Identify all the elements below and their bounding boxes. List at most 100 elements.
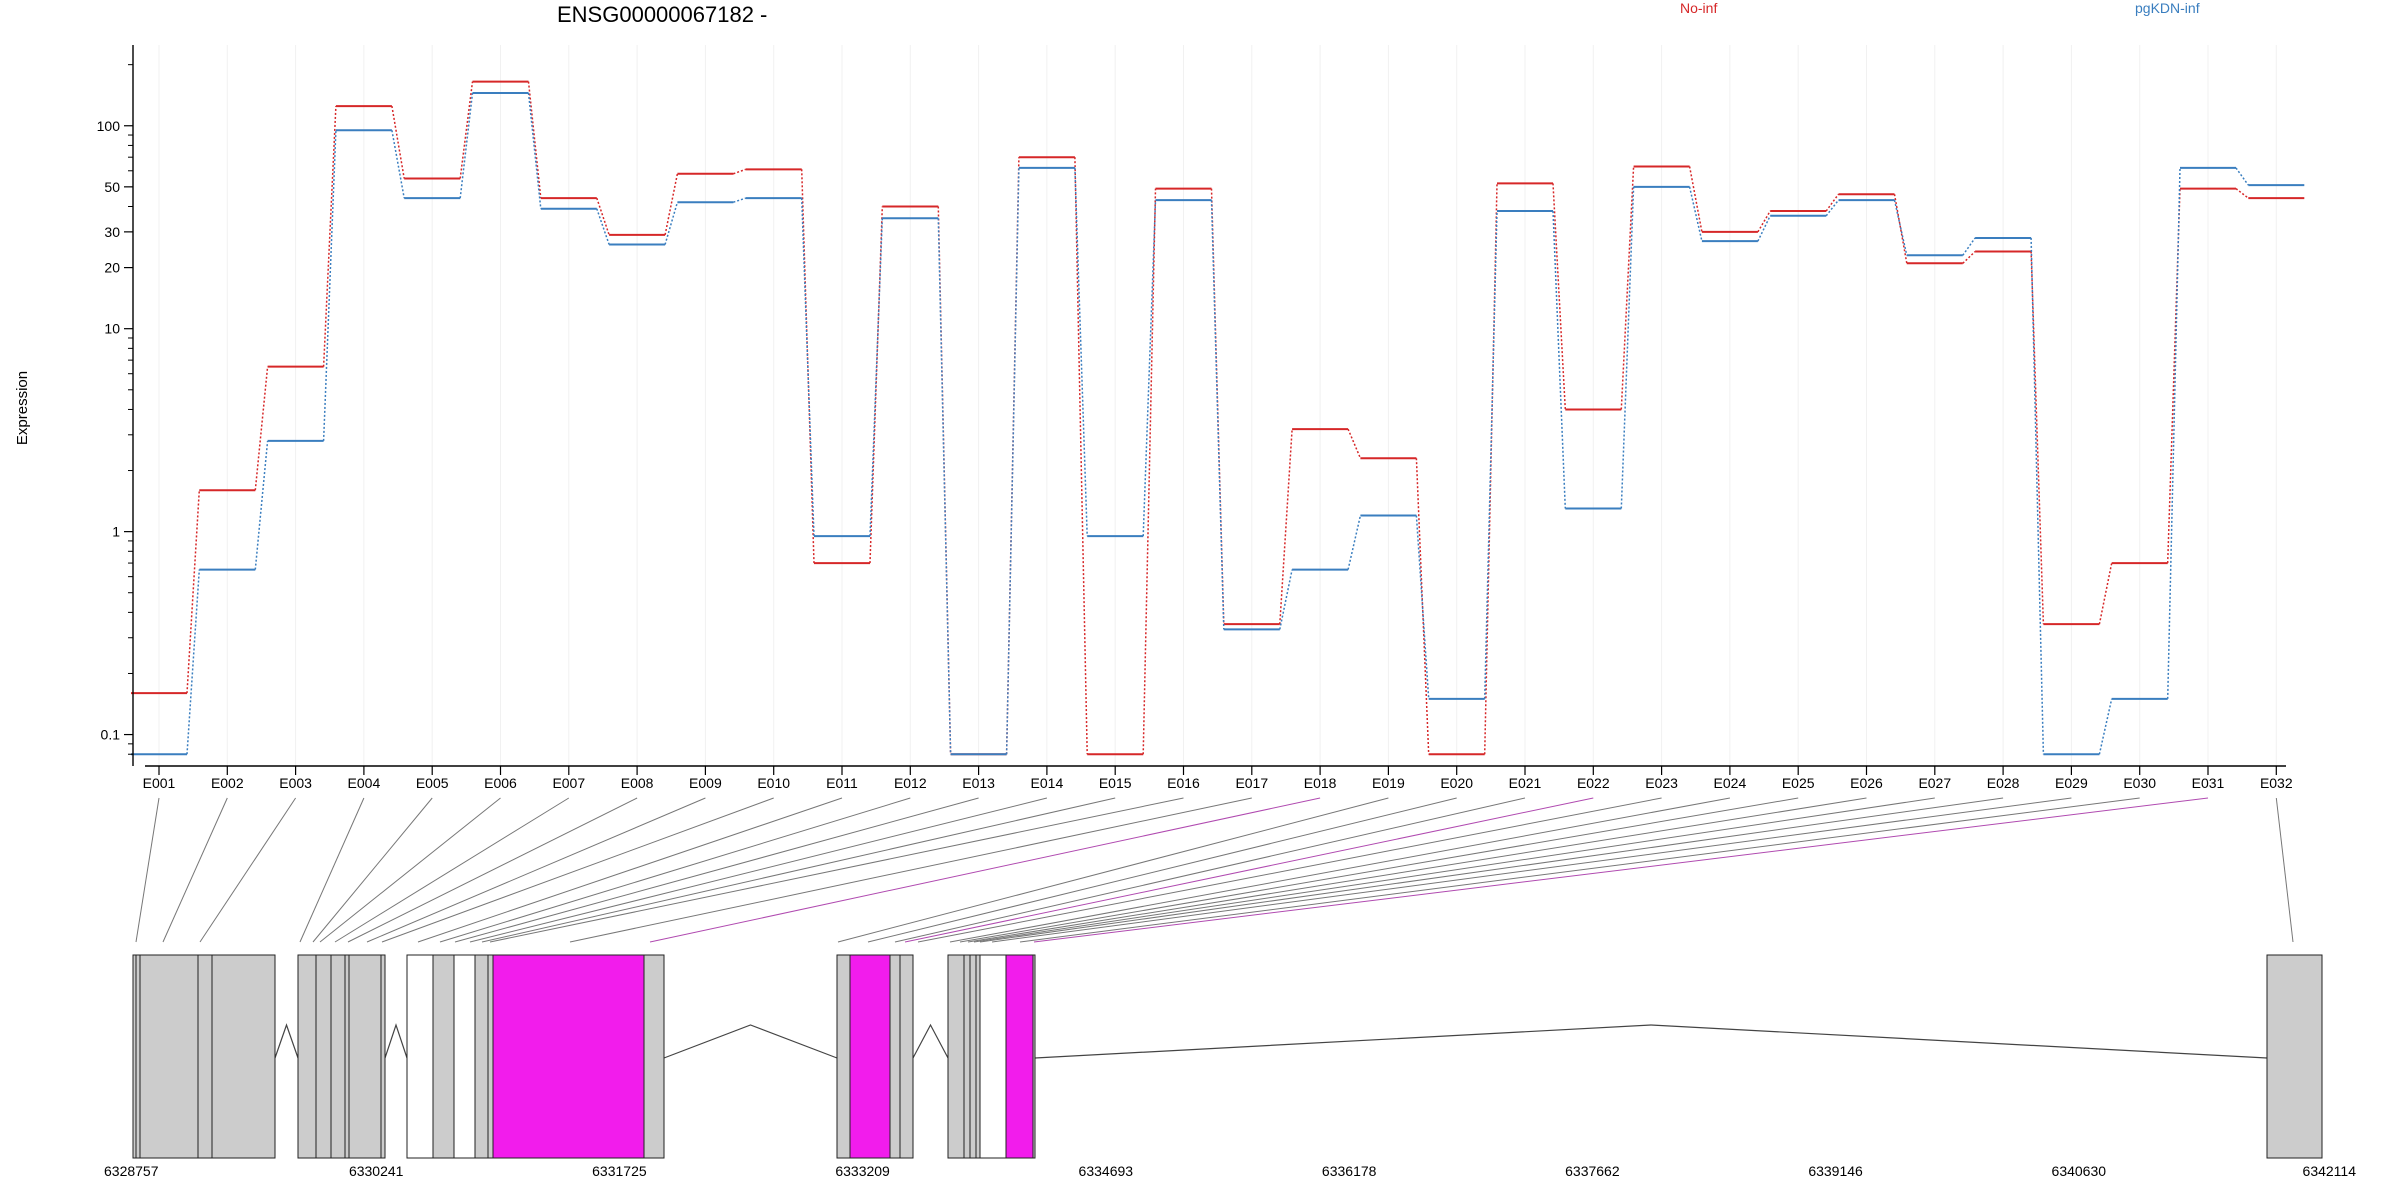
series-transition	[322, 130, 337, 441]
exon-connector	[299, 797, 365, 943]
exon-connector	[867, 797, 1457, 943]
y-tick-label: 10	[104, 321, 120, 337]
x-tick-label: E020	[1440, 775, 1473, 791]
x-tick-label: E015	[1099, 775, 1132, 791]
series-transition	[1552, 211, 1567, 509]
exon-box	[969, 954, 977, 1159]
exon-connector	[319, 797, 501, 943]
series-transition	[254, 366, 269, 491]
series-transition	[1074, 157, 1088, 755]
exon-box	[889, 954, 901, 1159]
exon-box	[315, 954, 332, 1159]
exon-connector	[949, 797, 1730, 943]
exon-connector	[366, 797, 706, 943]
x-tick-label: E004	[348, 775, 381, 791]
x-tick-label: E001	[143, 775, 176, 791]
exon-box	[643, 954, 665, 1159]
exon-box	[348, 954, 382, 1159]
x-tick-label: E014	[1031, 775, 1064, 791]
x-tick-label: E030	[2123, 775, 2156, 791]
exon-connector	[569, 797, 1252, 943]
exon-box	[836, 954, 851, 1159]
exon-box	[899, 954, 914, 1159]
exon-box	[1005, 954, 1034, 1159]
exon-connector	[347, 797, 638, 943]
y-axis-title: Expression	[14, 371, 31, 445]
exon-box	[963, 954, 971, 1159]
x-tick-label: E002	[211, 775, 244, 791]
x-tick-label: E011	[826, 775, 858, 791]
vertical-gridlines	[158, 45, 2277, 766]
series-transition	[391, 105, 405, 179]
exon-connector	[904, 797, 1594, 943]
series-transition	[1688, 166, 1703, 233]
series-transition	[2030, 237, 2045, 755]
exon-box	[197, 954, 213, 1159]
x-tick-label: E006	[484, 775, 517, 791]
series-transition	[254, 440, 269, 570]
series-transition	[1620, 186, 1635, 509]
exon-box	[492, 954, 645, 1159]
x-tick-label: E029	[2055, 775, 2088, 791]
genomic-coordinate-label: 6342114	[2303, 1163, 2357, 1179]
exon-connector	[334, 797, 570, 943]
series-transition	[186, 490, 201, 694]
series-transition	[1620, 166, 1635, 410]
exon-box	[1032, 954, 1036, 1159]
series-transition	[186, 569, 201, 755]
exon-box	[474, 954, 489, 1159]
x-tick-label: E018	[1304, 775, 1337, 791]
chart-title: ENSG00000067182 -	[557, 2, 767, 27]
genomic-coordinate-label: 6334693	[1079, 1163, 1134, 1179]
exon-box	[330, 954, 346, 1159]
series-transition	[733, 197, 746, 203]
series-transition	[391, 130, 405, 199]
exon-box	[297, 954, 317, 1159]
x-tick-label: E016	[1167, 775, 1200, 791]
x-tick-label: E017	[1235, 775, 1268, 791]
y-tick-label: 30	[104, 224, 120, 240]
exon-connector	[469, 797, 1048, 943]
genomic-coordinate-label: 6333209	[835, 1163, 890, 1179]
exon-connector	[837, 797, 1389, 943]
series-transition	[1552, 183, 1567, 410]
series-transition	[1688, 186, 1703, 242]
series-transition	[1825, 193, 1840, 212]
series-transition	[2098, 698, 2113, 755]
series-transition	[527, 81, 542, 199]
intron-lines	[274, 1023, 2268, 1059]
x-tick-label: E022	[1577, 775, 1610, 791]
exon-connector	[135, 797, 160, 943]
x-tick-label: E024	[1714, 775, 1747, 791]
series-pgkdn-inf	[131, 92, 2305, 756]
exon-connector	[381, 797, 774, 943]
x-tick-label: E009	[689, 775, 722, 791]
series-transition	[1962, 250, 1976, 264]
genomic-coordinate-label: 6328757	[104, 1163, 159, 1179]
series-transition	[596, 197, 610, 236]
series-transition	[1415, 458, 1430, 755]
exon-connector	[162, 797, 228, 943]
exon-box	[380, 954, 386, 1159]
intron-line	[663, 1024, 838, 1059]
legend-entry-no-inf: No-inf	[1680, 0, 1717, 16]
exon-connector	[1033, 797, 2209, 943]
series-transition	[1415, 515, 1430, 699]
series-transition	[1757, 210, 1771, 233]
x-tick-label: E025	[1782, 775, 1815, 791]
series-transition	[1005, 167, 1020, 755]
exon-connector	[454, 797, 979, 943]
x-tick-label: E003	[279, 775, 312, 791]
gene-model	[132, 954, 2323, 1159]
genomic-coordinate-label: 6337662	[1565, 1163, 1620, 1179]
exon-connector	[967, 797, 1867, 943]
series-transition	[459, 81, 474, 179]
exon-box	[406, 954, 434, 1159]
series-transition	[1483, 211, 1498, 699]
exon-box	[947, 954, 965, 1159]
x-tick-label: E023	[1645, 775, 1678, 791]
y-tick-label: 50	[104, 179, 120, 195]
legend-entry-pgkdn-inf: pgKDN-inf	[2135, 0, 2200, 16]
series-transition	[1825, 199, 1840, 217]
intron-line	[912, 1023, 949, 1059]
